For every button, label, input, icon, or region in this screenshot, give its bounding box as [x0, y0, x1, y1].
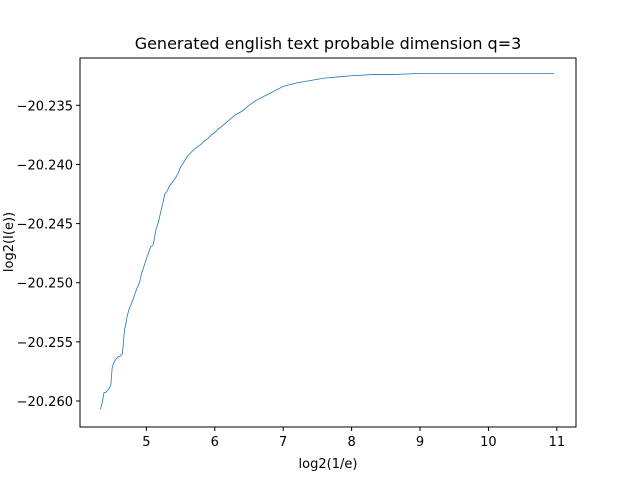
y-axis: −20.260 −20.255 −20.250 −20.245 −20.240 −20.2…: [17, 99, 80, 410]
x-tick-label: 9: [416, 435, 424, 450]
y-tick-label: −20.255: [17, 336, 73, 351]
series-line: [100, 72, 555, 410]
y-tick-label: −20.235: [17, 99, 73, 114]
x-axis-label: log2(1/e): [299, 457, 358, 472]
x-tick-label: 5: [142, 435, 150, 450]
y-axis-label: log2(I(e)): [2, 212, 17, 272]
x-axis: 5 6 7 8 9 10 11: [142, 427, 565, 450]
y-tick-label: −20.245: [17, 218, 73, 233]
x-tick-label: 8: [347, 435, 355, 450]
y-tick-label: −20.260: [17, 395, 73, 410]
y-tick-label: −20.250: [17, 277, 73, 292]
y-tick-label: −20.240: [17, 158, 73, 173]
x-tick-label: 7: [279, 435, 287, 450]
x-tick-label: 11: [549, 435, 566, 450]
chart-title: Generated english text probable dimensio…: [135, 34, 522, 53]
plot-area-frame: [79, 57, 577, 428]
x-tick-label: 6: [211, 435, 219, 450]
x-tick-label: 10: [480, 435, 497, 450]
